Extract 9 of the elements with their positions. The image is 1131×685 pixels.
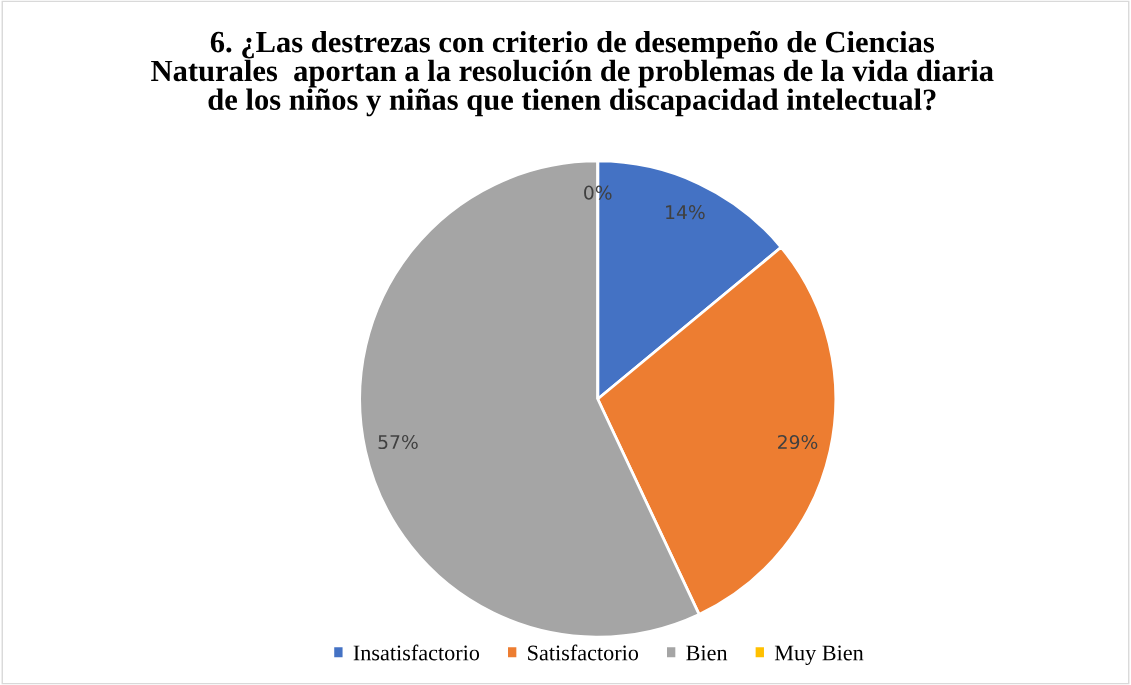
legend-label: Insatisfactorio: [353, 644, 480, 661]
chart-title: 6. ¿Las destrezas con criterio de desempeño de Ciencias Naturales aportan a la resolución de problemas de la vida diaria de los niños y niñas que tienen discapacidad intelectual?: [151, 30, 994, 117]
text: 0%: [584, 185, 612, 200]
legend-label: Bien: [686, 645, 728, 661]
data-label: 57%: [378, 434, 418, 450]
legend-label: Muy Bien: [774, 645, 864, 665]
data-label: 29%: [778, 434, 818, 450]
legend-label: Satisfactorio: [528, 644, 639, 661]
data-label: 14%: [666, 205, 705, 220]
